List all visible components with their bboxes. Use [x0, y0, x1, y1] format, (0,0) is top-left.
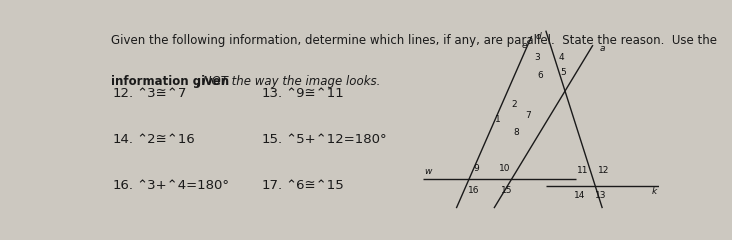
Text: d: d: [536, 32, 542, 41]
Text: 5: 5: [561, 68, 567, 77]
Text: a: a: [600, 44, 605, 53]
Text: ⌃5+⌃12=180°: ⌃5+⌃12=180°: [285, 133, 387, 146]
Text: 4: 4: [559, 53, 564, 62]
Text: k: k: [651, 187, 657, 196]
Text: 3: 3: [534, 53, 540, 62]
Text: 14.: 14.: [113, 133, 133, 146]
Text: 11: 11: [577, 166, 588, 174]
Text: ⌃3+⌃4=180°: ⌃3+⌃4=180°: [136, 179, 229, 192]
Text: information given: information given: [111, 75, 229, 88]
Text: w: w: [425, 168, 432, 176]
Text: 9: 9: [474, 164, 479, 173]
Text: ⌃9≅⌃11: ⌃9≅⌃11: [285, 87, 344, 100]
Text: 12.: 12.: [113, 87, 134, 100]
Text: 13: 13: [595, 191, 607, 200]
Text: ⌃2≅⌃16: ⌃2≅⌃16: [136, 133, 195, 146]
Text: 8: 8: [513, 128, 519, 137]
Text: 16: 16: [468, 186, 479, 194]
Text: ⌃6≅⌃15: ⌃6≅⌃15: [285, 179, 344, 192]
Text: e: e: [522, 41, 527, 50]
Text: 10: 10: [498, 164, 510, 173]
Text: 6: 6: [537, 72, 543, 80]
Text: ,: ,: [195, 75, 200, 88]
Text: 12: 12: [598, 166, 609, 174]
Text: 1: 1: [495, 115, 501, 124]
Text: Given the following information, determine which lines, if any, are parallel.  S: Given the following information, determi…: [111, 34, 717, 47]
Text: 15: 15: [501, 186, 512, 194]
Text: 13.: 13.: [262, 87, 283, 100]
Text: ⌃3≅⌃7: ⌃3≅⌃7: [136, 87, 187, 100]
Text: 16.: 16.: [113, 179, 133, 192]
Text: 17.: 17.: [262, 179, 283, 192]
Text: NOT the way the image looks.: NOT the way the image looks.: [198, 75, 380, 88]
Text: 14: 14: [574, 191, 586, 200]
Text: 7: 7: [526, 111, 531, 120]
Text: 15.: 15.: [262, 133, 283, 146]
Text: 2: 2: [511, 100, 517, 109]
